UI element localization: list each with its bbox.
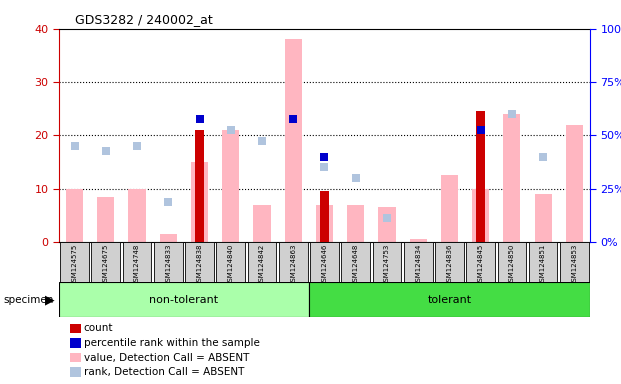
Bar — [320, 191, 329, 242]
Bar — [316, 205, 333, 242]
Bar — [347, 205, 365, 242]
Text: GSM124753: GSM124753 — [384, 244, 390, 286]
Bar — [253, 205, 271, 242]
Point — [163, 199, 173, 205]
Bar — [378, 207, 396, 242]
Text: GSM124850: GSM124850 — [509, 244, 515, 286]
Text: percentile rank within the sample: percentile rank within the sample — [84, 338, 260, 348]
Text: GSM124840: GSM124840 — [228, 244, 233, 286]
Bar — [185, 242, 214, 282]
Point — [538, 154, 548, 160]
Point — [351, 175, 361, 181]
Point — [226, 127, 236, 133]
Point — [319, 154, 329, 160]
Text: ▶: ▶ — [45, 294, 55, 307]
Text: GSM124863: GSM124863 — [290, 244, 296, 286]
Text: non-tolerant: non-tolerant — [150, 295, 219, 305]
Text: GSM124851: GSM124851 — [540, 244, 546, 286]
Text: specimen: specimen — [3, 295, 53, 305]
Bar — [410, 239, 427, 242]
Point — [476, 127, 486, 133]
Bar — [435, 242, 464, 282]
Bar — [404, 242, 433, 282]
Text: GSM124836: GSM124836 — [446, 244, 453, 286]
Bar — [191, 162, 208, 242]
Bar — [528, 242, 558, 282]
Bar — [216, 242, 245, 282]
Bar — [566, 125, 583, 242]
Bar — [195, 130, 204, 242]
Bar — [342, 242, 370, 282]
Text: GSM124648: GSM124648 — [353, 244, 359, 286]
Bar — [123, 242, 152, 282]
Bar — [309, 282, 590, 317]
Bar — [503, 114, 520, 242]
Text: tolerant: tolerant — [427, 295, 471, 305]
Text: GSM124842: GSM124842 — [259, 244, 265, 286]
Bar — [66, 189, 83, 242]
Text: GSM124838: GSM124838 — [196, 244, 202, 286]
Bar — [154, 242, 183, 282]
Bar — [248, 242, 276, 282]
Bar — [466, 242, 495, 282]
Point — [194, 116, 204, 122]
Text: GSM124833: GSM124833 — [165, 244, 171, 286]
Bar — [310, 242, 339, 282]
Bar — [160, 234, 177, 242]
Bar — [497, 242, 526, 282]
Bar — [222, 130, 239, 242]
Bar — [472, 189, 489, 242]
Bar — [441, 175, 458, 242]
Point — [319, 164, 329, 170]
Text: GSM124834: GSM124834 — [415, 244, 421, 286]
Text: GSM124748: GSM124748 — [134, 244, 140, 286]
Bar — [91, 242, 120, 282]
Bar — [279, 242, 307, 282]
Point — [101, 148, 111, 154]
Text: rank, Detection Call = ABSENT: rank, Detection Call = ABSENT — [84, 367, 244, 377]
Point — [382, 215, 392, 221]
Bar — [129, 189, 146, 242]
Text: GSM124853: GSM124853 — [571, 244, 578, 286]
Text: value, Detection Call = ABSENT: value, Detection Call = ABSENT — [84, 353, 249, 362]
Bar — [535, 194, 551, 242]
Text: GSM124646: GSM124646 — [322, 244, 327, 286]
Point — [132, 143, 142, 149]
Text: GSM124845: GSM124845 — [478, 244, 484, 286]
Bar — [560, 242, 589, 282]
Bar — [373, 242, 401, 282]
Bar — [97, 197, 114, 242]
Bar — [284, 40, 302, 242]
Bar — [476, 111, 485, 242]
Point — [507, 111, 517, 117]
Bar — [60, 242, 89, 282]
Text: GSM124575: GSM124575 — [71, 244, 78, 286]
Text: count: count — [84, 323, 114, 333]
Point — [70, 143, 79, 149]
Text: GSM124675: GSM124675 — [103, 244, 109, 286]
Text: GDS3282 / 240002_at: GDS3282 / 240002_at — [75, 13, 212, 26]
Bar — [59, 282, 309, 317]
Point — [288, 116, 298, 122]
Point — [257, 137, 267, 144]
